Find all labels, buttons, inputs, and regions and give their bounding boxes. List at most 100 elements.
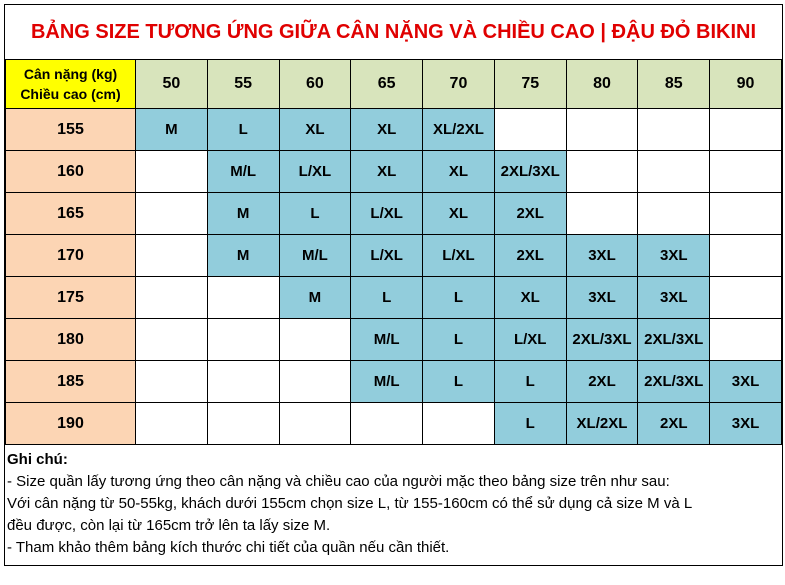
size-table: BẢNG SIZE TƯƠNG ỨNG GIỮA CÂN NẶNG VÀ CHI… xyxy=(5,5,782,445)
size-row: 190 L XL/2XL 2XL 3XL xyxy=(5,402,782,445)
header-row: Cân nặng (kg) Chiều cao (cm) 50 55 60 65 70 75 8… xyxy=(5,59,782,109)
size-cell xyxy=(565,108,639,151)
size-cell: 2XL/3XL xyxy=(637,318,711,361)
size-cell xyxy=(709,234,782,277)
size-cell: M xyxy=(135,108,208,151)
size-cell xyxy=(565,150,639,193)
size-cell: XL xyxy=(278,108,352,151)
size-cell xyxy=(422,402,495,445)
notes-heading: Ghi chú: xyxy=(7,451,68,468)
size-cell xyxy=(206,402,280,445)
size-cell: L xyxy=(493,402,567,445)
size-cell: 2XL/3XL xyxy=(565,318,639,361)
note-line: Với cân nặng từ 50-55kg, khách dưới 155c… xyxy=(7,495,693,512)
size-sheet: BẢNG SIZE TƯƠNG ỨNG GIỮA CÂN NẶNG VÀ CHI… xyxy=(4,4,783,566)
size-cell xyxy=(637,108,711,151)
table-body: BẢNG SIZE TƯƠNG ỨNG GIỮA CÂN NẶNG VÀ CHI… xyxy=(5,5,782,445)
size-cell: 3XL xyxy=(565,234,639,277)
height-header: 190 xyxy=(5,402,136,445)
size-cell xyxy=(637,150,711,193)
size-cell: 3XL xyxy=(709,402,782,445)
size-cell xyxy=(565,192,639,235)
size-cell: XL xyxy=(350,108,424,151)
size-cell: L xyxy=(493,360,567,403)
size-cell: 2XL/3XL xyxy=(493,150,567,193)
height-header: 160 xyxy=(5,150,136,193)
size-cell: 3XL xyxy=(637,276,711,319)
size-row: 185 M/L L L 2XL 2XL/3XL 3XL xyxy=(5,360,782,403)
size-cell: XL xyxy=(422,192,495,235)
size-cell: M/L xyxy=(350,318,424,361)
weight-header: 60 xyxy=(278,59,352,109)
size-cell xyxy=(135,402,208,445)
size-cell xyxy=(206,318,280,361)
notes: Ghi chú: - Size quần lấy tương ứng theo … xyxy=(5,445,782,565)
size-cell: 2XL/3XL xyxy=(637,360,711,403)
size-row: 180 M/L L L/XL 2XL/3XL 2XL/3XL xyxy=(5,318,782,361)
size-cell: L/XL xyxy=(493,318,567,361)
weight-header: 85 xyxy=(637,59,711,109)
size-row: 155 M L XL XL XL/2XL xyxy=(5,108,782,151)
size-cell: 3XL xyxy=(637,234,711,277)
size-cell: L xyxy=(422,360,495,403)
corner-cell: Cân nặng (kg) Chiều cao (cm) xyxy=(5,59,136,109)
note-line: - Tham khảo thêm bảng kích thước chi tiế… xyxy=(7,539,450,556)
weight-header: 90 xyxy=(709,59,782,109)
size-cell: 2XL xyxy=(637,402,711,445)
size-cell xyxy=(278,402,352,445)
corner-label: Chiều cao (cm) xyxy=(20,86,121,102)
size-cell: L xyxy=(206,108,280,151)
size-cell: XL xyxy=(422,150,495,193)
size-cell xyxy=(493,108,567,151)
weight-header: 75 xyxy=(493,59,567,109)
height-header: 165 xyxy=(5,192,136,235)
title-row: BẢNG SIZE TƯƠNG ỨNG GIỮA CÂN NẶNG VÀ CHI… xyxy=(5,5,782,60)
weight-header: 65 xyxy=(350,59,424,109)
size-cell: L xyxy=(422,276,495,319)
height-header: 175 xyxy=(5,276,136,319)
size-cell xyxy=(709,192,782,235)
size-row: 175 M L L XL 3XL 3XL xyxy=(5,276,782,319)
size-cell: M xyxy=(206,234,280,277)
size-cell xyxy=(709,150,782,193)
size-cell xyxy=(278,360,352,403)
height-header: 180 xyxy=(5,318,136,361)
size-cell xyxy=(637,192,711,235)
size-cell: L/XL xyxy=(278,150,352,193)
size-cell: L xyxy=(350,276,424,319)
size-row: 160 M/L L/XL XL XL 2XL/3XL xyxy=(5,150,782,193)
size-cell: XL xyxy=(350,150,424,193)
weight-header: 55 xyxy=(206,59,280,109)
size-cell: M/L xyxy=(206,150,280,193)
title: BẢNG SIZE TƯƠNG ỨNG GIỮA CÂN NẶNG VÀ CHI… xyxy=(5,5,782,60)
size-cell xyxy=(135,192,208,235)
size-cell: 2XL xyxy=(493,234,567,277)
size-cell: L xyxy=(422,318,495,361)
note-line: đều được, còn lại từ 165cm trở lên ta lấ… xyxy=(7,517,331,534)
size-cell: M xyxy=(278,276,352,319)
size-cell xyxy=(135,318,208,361)
size-cell xyxy=(206,276,280,319)
size-cell: M xyxy=(206,192,280,235)
corner-label: Cân nặng (kg) xyxy=(23,66,118,82)
height-header: 170 xyxy=(5,234,136,277)
size-cell xyxy=(278,318,352,361)
size-cell: 2XL xyxy=(493,192,567,235)
size-cell xyxy=(206,360,280,403)
weight-header: 50 xyxy=(135,59,208,109)
size-cell: L xyxy=(278,192,352,235)
weight-header: 80 xyxy=(565,59,639,109)
size-cell: XL/2XL xyxy=(565,402,639,445)
height-header: 185 xyxy=(5,360,136,403)
size-cell: XL/2XL xyxy=(422,108,495,151)
size-cell xyxy=(350,402,424,445)
size-row: 170 M M/L L/XL L/XL 2XL 3XL 3XL xyxy=(5,234,782,277)
size-row: 165 M L L/XL XL 2XL xyxy=(5,192,782,235)
size-cell: 3XL xyxy=(565,276,639,319)
size-cell: 3XL xyxy=(709,360,782,403)
size-cell: 2XL xyxy=(565,360,639,403)
size-cell xyxy=(135,360,208,403)
note-line: - Size quần lấy tương ứng theo cân nặng … xyxy=(7,473,670,490)
size-cell: L/XL xyxy=(350,192,424,235)
